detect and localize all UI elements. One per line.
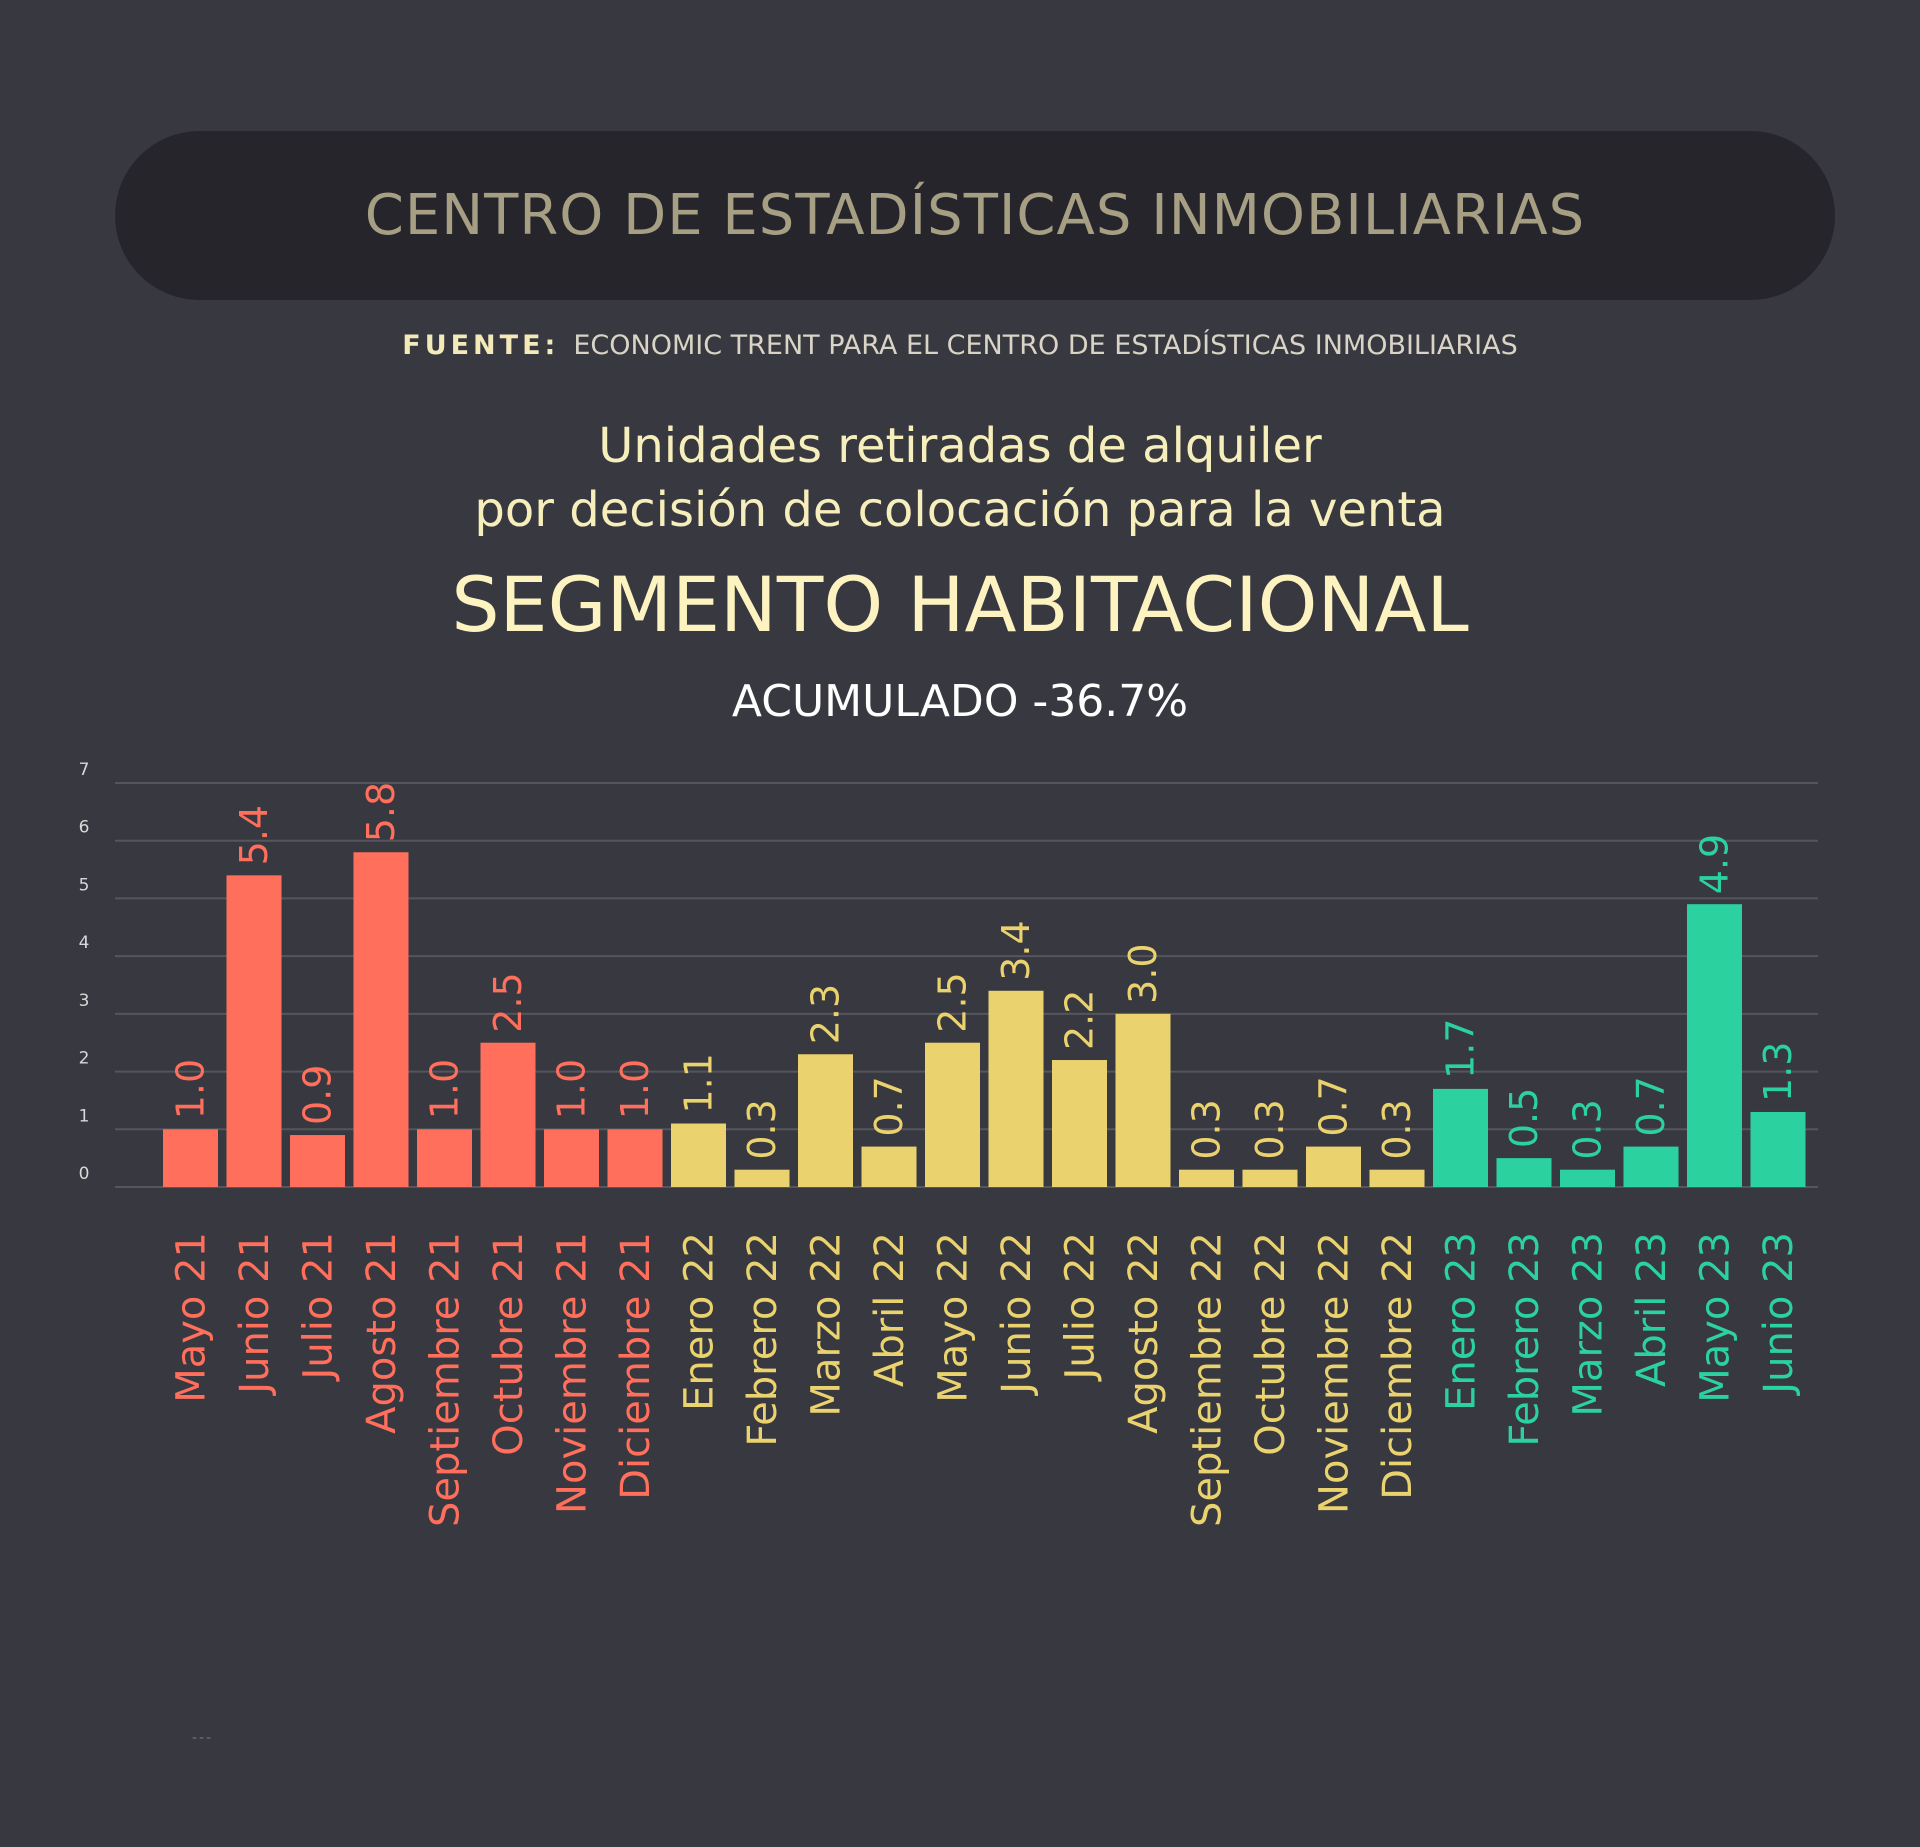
x-tick-label: Junio 22 [994,1232,1040,1397]
value-label: 0.5 [1502,1088,1546,1148]
x-tick-label: Noviembre 22 [1312,1232,1358,1514]
value-label: 1.0 [423,1059,467,1119]
x-tick-label: Octubre 21 [486,1232,532,1456]
value-label: 0.3 [1375,1099,1419,1159]
bar [544,1129,599,1187]
value-label: 0.3 [1566,1099,1610,1159]
x-tick-label: Noviembre 21 [550,1232,596,1514]
value-label: 2.2 [1058,990,1102,1050]
x-tick-label: Abril 23 [1629,1232,1675,1387]
x-tick-label: Mayo 21 [169,1232,215,1403]
source-label: FUENTE: [402,330,560,361]
x-tick-label: Junio 21 [232,1232,278,1397]
x-tick-label: Diciembre 21 [613,1232,659,1500]
bar [1433,1088,1488,1187]
bar [1369,1169,1425,1187]
x-tick-label: Julio 21 [296,1232,342,1382]
value-label: 4.9 [1693,834,1737,894]
value-label: 3.4 [994,920,1038,980]
source-text: ECONOMIC TRENT PARA EL CENTRO DE ESTADÍS… [573,330,1518,361]
value-label: 0.3 [1185,1099,1229,1159]
y-tick-label: 3 [79,991,90,1011]
y-tick-label: 1 [79,1106,90,1126]
value-label: 5.4 [232,805,276,865]
value-label: 1.0 [550,1059,594,1119]
footer-mark: --- [192,1730,214,1746]
bar [1306,1146,1361,1187]
y-tick-label: 5 [79,875,90,895]
chart-title-line2: por decisión de colocación para la venta [474,482,1446,538]
bar [290,1135,345,1187]
value-label: 0.3 [740,1099,784,1159]
bar [163,1129,218,1187]
bar [1052,1060,1107,1187]
value-label: 0.7 [1312,1076,1356,1136]
y-tick-label: 6 [79,818,90,838]
x-tick-label: Enero 23 [1439,1232,1485,1411]
bar [671,1123,726,1187]
bar [861,1146,917,1187]
x-tick-label: Abril 22 [867,1232,913,1387]
x-tick-label: Julio 22 [1058,1232,1104,1382]
bar [734,1169,790,1187]
value-label: 1.1 [677,1053,721,1113]
x-tick-label: Mayo 22 [931,1232,977,1403]
value-label: 0.7 [1629,1076,1673,1136]
x-tick-label: Marzo 22 [804,1232,850,1417]
value-label: 2.3 [804,984,848,1044]
source-line: FUENTE: ECONOMIC TRENT PARA EL CENTRO DE … [0,330,1920,361]
x-tick-label: Septiembre 21 [423,1232,469,1527]
value-label: 1.3 [1756,1042,1800,1102]
bar [1560,1169,1615,1187]
x-tick-label: Diciembre 22 [1375,1232,1421,1500]
x-tick-label: Enero 22 [677,1232,723,1411]
value-label: 1.7 [1439,1018,1483,1078]
header-banner: CENTRO DE ESTADÍSTICAS INMOBILIARIAS [115,131,1835,300]
chart-title: Unidades retiradas de alquiler [598,418,1322,474]
bar [480,1042,536,1187]
value-label: 1.0 [169,1059,213,1119]
bar [925,1042,980,1187]
bar [226,875,282,1187]
y-tick-label: 2 [79,1049,90,1069]
bar [353,852,409,1187]
x-tick-label: Mayo 23 [1693,1232,1739,1403]
bar [1179,1169,1234,1187]
x-tick-label: Marzo 23 [1566,1232,1612,1417]
x-tick-label: Agosto 22 [1121,1232,1167,1434]
chart-annotation: ACUMULADO -36.7% [731,676,1189,727]
value-label: 3.0 [1121,943,1165,1003]
bar [607,1129,663,1187]
bar [1115,1013,1171,1187]
value-label: 0.3 [1248,1099,1292,1159]
x-tick-label: Febrero 23 [1502,1232,1548,1447]
bar [1750,1111,1806,1187]
value-label: 5.8 [359,782,403,842]
x-tick-label: Septiembre 22 [1185,1232,1231,1527]
x-tick-label: Octubre 22 [1248,1232,1294,1456]
value-label: 2.5 [486,972,530,1032]
x-tick-label: Junio 23 [1756,1232,1802,1397]
y-tick-label: 4 [79,933,90,953]
bar [1687,904,1742,1187]
value-label: 0.7 [867,1076,911,1136]
bar [988,990,1044,1187]
y-tick-label: 0 [79,1164,90,1184]
header-title: CENTRO DE ESTADÍSTICAS INMOBILIARIAS [364,183,1586,248]
value-label: 2.5 [931,972,975,1032]
bar [1242,1169,1298,1187]
value-label: 1.0 [613,1059,657,1119]
bar [1623,1146,1679,1187]
x-tick-label: Agosto 21 [359,1232,405,1434]
y-tick-label: 7 [79,760,90,780]
value-label: 0.9 [296,1065,340,1125]
bar [417,1129,472,1187]
bar [1496,1158,1552,1187]
chart-subtitle: SEGMENTO HABITACIONAL [451,560,1469,649]
bar [798,1054,853,1187]
x-tick-label: Febrero 22 [740,1232,786,1447]
